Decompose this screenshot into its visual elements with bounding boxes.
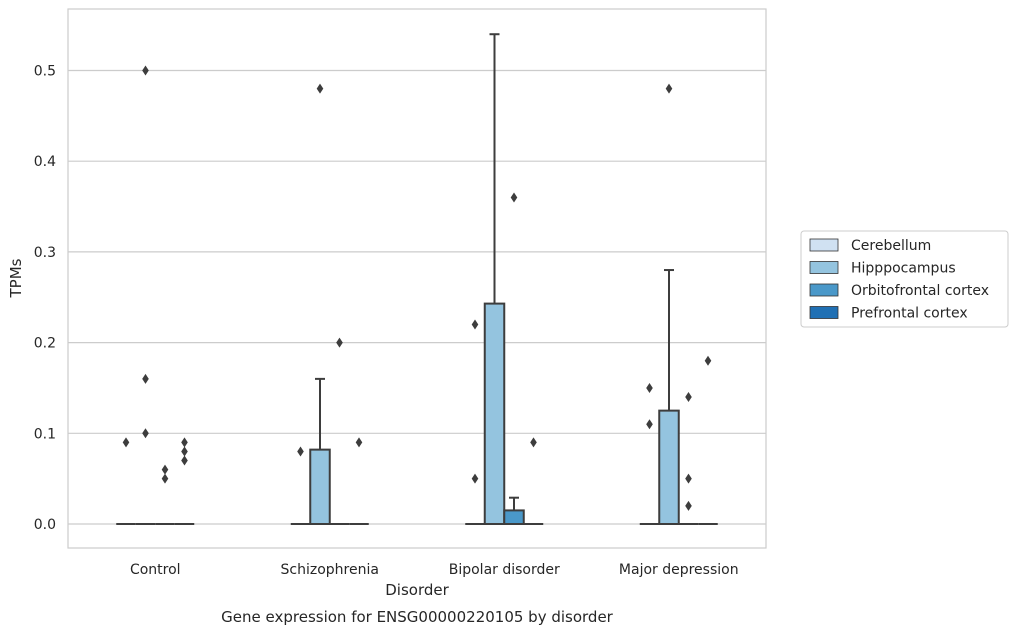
plot-frame (67, 8, 767, 549)
outlier-point (122, 437, 130, 448)
y-tick-label: 0.4 (34, 154, 56, 170)
outlier-point (181, 455, 188, 466)
legend-swatch (809, 238, 839, 252)
legend-swatch (809, 261, 839, 274)
box-group (155, 464, 175, 525)
x-tick-label: Major depression (619, 562, 739, 578)
legend-swatch (809, 283, 839, 297)
outlier-point (646, 382, 653, 393)
y-tick-label: 0.2 (34, 336, 56, 352)
y-tick-labels: 0.0 0.1 0.2 0.3 0.4 0.5 (34, 64, 56, 534)
box-group (639, 382, 660, 525)
outlier-point (297, 446, 304, 457)
box-group (465, 319, 485, 525)
outlier-point (142, 373, 149, 384)
outlier-point (316, 83, 324, 94)
box (503, 509, 525, 525)
y-axis-label: TPMs (7, 258, 25, 298)
legend-label: Hipppocampus (851, 261, 956, 277)
y-tick-label: 0.1 (34, 426, 56, 442)
outlier-point (471, 473, 479, 484)
outlier-point (704, 355, 712, 366)
box (309, 448, 331, 526)
box-group (174, 437, 195, 525)
outlier-point (336, 337, 343, 348)
y-tick-label: 0.0 (34, 517, 56, 533)
box-group (349, 437, 369, 525)
x-tick-labels: Control Schizophrenia Bipolar disorder Majo… (130, 562, 739, 578)
legend-frame (800, 230, 1009, 328)
outlier-point (646, 419, 653, 430)
x-tick-label: Bipolar disorder (449, 562, 560, 578)
x-tick-label: Schizophrenia (281, 562, 379, 578)
outlier-point (181, 437, 188, 448)
y-tick-label: 0.3 (34, 245, 56, 261)
outlier-point (665, 83, 673, 94)
outlier-point (685, 473, 692, 484)
chart-title: Gene expression for ENSG00000220105 by d… (221, 608, 614, 626)
box (483, 302, 506, 525)
x-tick-label: Control (130, 562, 181, 578)
outlier-point (161, 464, 169, 475)
legend-label: Prefrontal cortex (851, 306, 968, 322)
box-group (290, 446, 311, 525)
legend: Cerebellum Hipppocampus Orbitofrontal cort… (800, 230, 1009, 328)
outlier-point (530, 437, 537, 448)
outlier-point (142, 65, 149, 76)
box-group (483, 33, 506, 525)
box-group (503, 192, 525, 525)
outlier-point (142, 428, 149, 439)
box-group (698, 355, 718, 525)
outlier-point (181, 446, 188, 457)
outlier-point (510, 192, 518, 203)
box-group (309, 83, 331, 526)
outlier-point (355, 437, 363, 448)
legend-swatch (809, 306, 839, 319)
box-group (523, 437, 544, 525)
box-group (329, 337, 350, 525)
outlier-point (471, 319, 479, 330)
outlier-point (685, 392, 692, 403)
box (658, 409, 680, 525)
legend-label: Cerebellum (851, 238, 931, 254)
outlier-point (685, 500, 692, 511)
outlier-point (161, 473, 169, 484)
box-group (678, 392, 699, 525)
x-axis-label: Disorder (385, 581, 449, 599)
y-tick-label: 0.5 (34, 64, 56, 80)
legend-label: Orbitofrontal cortex (851, 283, 989, 299)
box-group (658, 83, 680, 525)
legend-items: Cerebellum Hipppocampus Orbitofrontal cort… (809, 238, 989, 322)
box-group (135, 65, 156, 525)
boxes (116, 33, 718, 526)
box-group (116, 437, 136, 525)
